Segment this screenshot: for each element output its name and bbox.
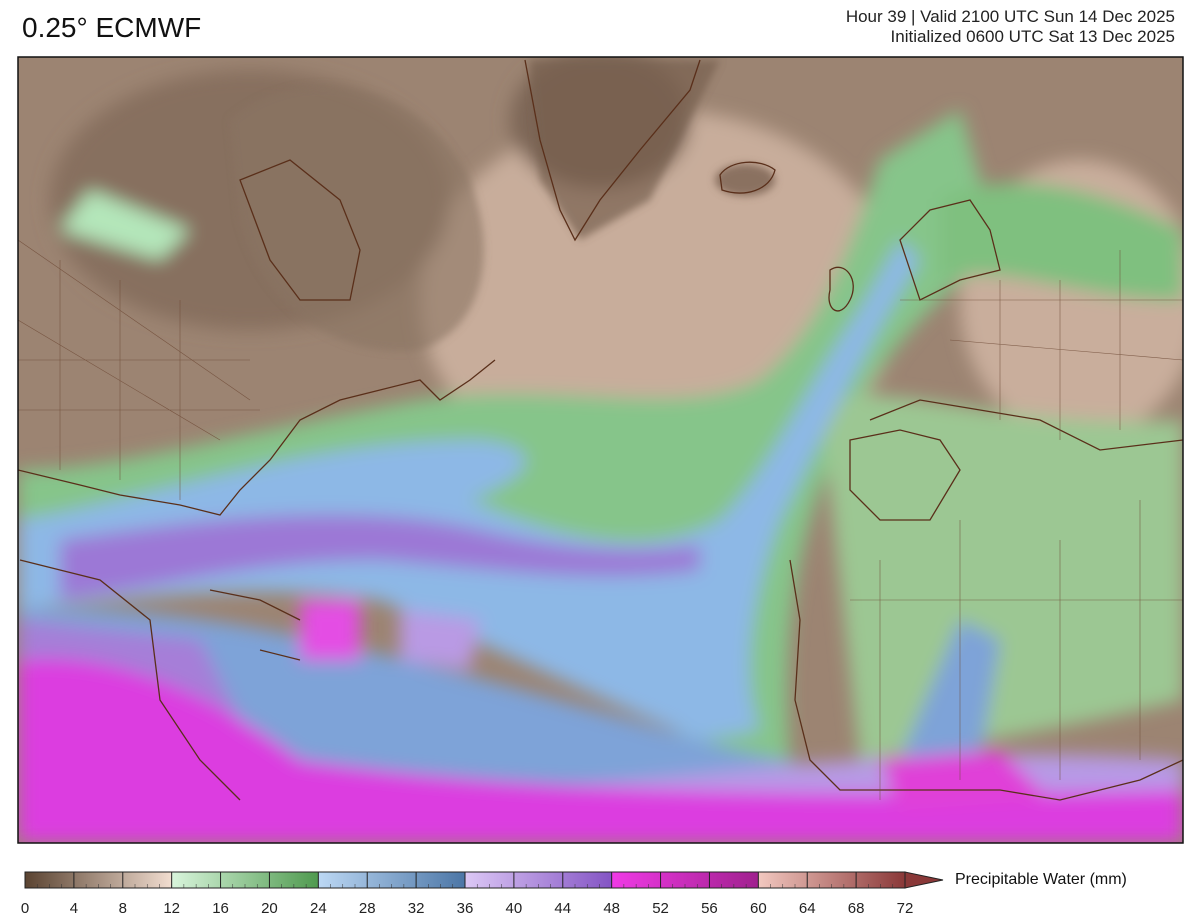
colorbar-tick-label: 28 (359, 900, 376, 917)
colorbar-tick-label: 40 (506, 900, 523, 917)
colorbar-tick-label: 8 (119, 900, 127, 917)
colorbar-tick-label: 0 (21, 900, 29, 917)
colorbar-tick-label: 32 (408, 900, 425, 917)
colorbar-tick-label: 4 (70, 900, 78, 917)
colorbar-tick-label: 72 (897, 900, 914, 917)
colorbar-tick-label: 60 (750, 900, 767, 917)
colorbar-tick-label: 36 (457, 900, 474, 917)
colorbar-tick-label: 16 (212, 900, 229, 917)
colorbar-tick-label: 56 (701, 900, 718, 917)
valid-time: Hour 39 | Valid 2100 UTC Sun 14 Dec 2025 (846, 7, 1175, 26)
colorbar-tick-label: 12 (163, 900, 180, 917)
colorbar-extend (904, 871, 944, 889)
colorbar-tick-label: 44 (554, 900, 571, 917)
colorbar-tick-label: 24 (310, 900, 327, 917)
colorbar-tick-label: 68 (848, 900, 865, 917)
title: 0.25° ECMWF (22, 12, 201, 43)
map (18, 57, 1183, 843)
colorbar-tick-label: 52 (652, 900, 669, 917)
colorbar-tick-label: 48 (603, 900, 620, 917)
colorbar-tick-label: 64 (799, 900, 816, 917)
colorbar-label: Precipitable Water (mm) (955, 871, 1127, 888)
colorbar: 0 4 8 12 16 20 24 28 32 36 40 44 48 52 56 60 64 68 72 (21, 871, 944, 917)
colorbar-tick-label: 20 (261, 900, 278, 917)
init-time: Initialized 0600 UTC Sat 13 Dec 2025 (891, 27, 1175, 46)
map-frame (17, 56, 1184, 844)
